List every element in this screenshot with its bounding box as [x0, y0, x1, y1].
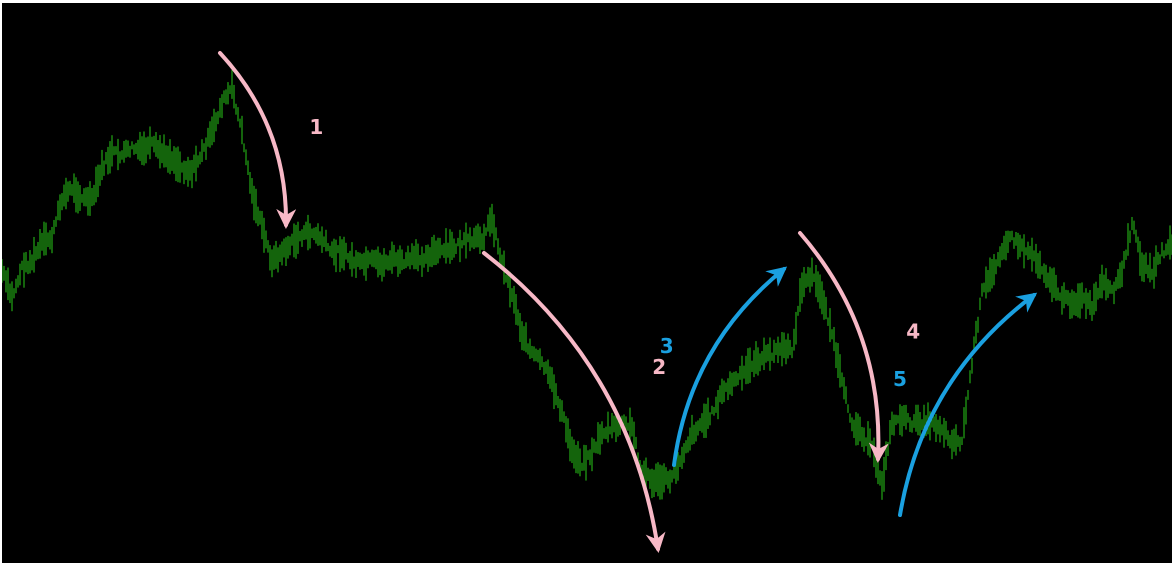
wave-2-label: 2: [652, 355, 666, 379]
price-bars: [2, 70, 1172, 500]
wave-4-label: 4: [906, 319, 920, 343]
wave-1-label: 1: [309, 115, 323, 139]
wave-arrows: [218, 51, 1038, 553]
wave-2-arrow: [482, 251, 666, 553]
wave-5-arrow: [898, 292, 1038, 517]
wave-5-label: 5: [893, 367, 907, 391]
wave-3-arrow: [672, 266, 788, 467]
wave-3-label: 3: [660, 334, 674, 358]
wave-4-arrow: [798, 231, 889, 463]
wave-1-arrow: [218, 51, 297, 229]
